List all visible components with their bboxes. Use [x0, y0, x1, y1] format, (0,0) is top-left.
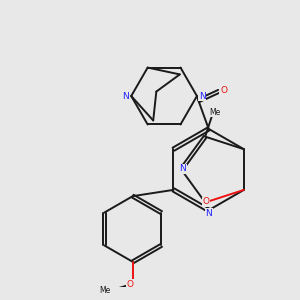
Text: N: N — [179, 164, 186, 173]
Text: Me: Me — [99, 286, 110, 295]
Text: O: O — [220, 86, 227, 95]
Text: N: N — [122, 92, 129, 100]
Text: N: N — [205, 209, 212, 218]
Text: N: N — [199, 92, 206, 100]
Text: Me: Me — [209, 108, 220, 117]
Text: O: O — [127, 280, 134, 289]
Text: O: O — [202, 197, 209, 206]
